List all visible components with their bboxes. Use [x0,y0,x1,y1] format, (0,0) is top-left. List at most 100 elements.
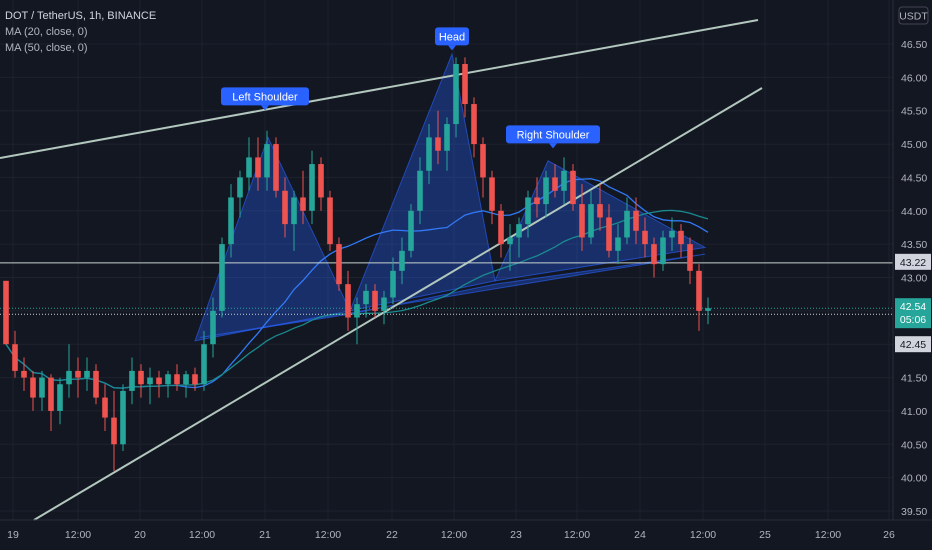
candle[interactable] [210,297,216,358]
candle[interactable] [507,224,513,271]
candle[interactable] [246,137,252,191]
candle-body [534,197,540,205]
candle[interactable] [174,364,180,391]
candle[interactable] [651,237,657,278]
candle[interactable] [372,284,378,318]
candle[interactable] [471,97,477,158]
candle[interactable] [201,330,207,391]
candle[interactable] [570,164,576,211]
candle[interactable] [696,264,702,331]
upper-trendline[interactable] [0,19,759,159]
candle[interactable] [75,357,81,398]
candle[interactable] [39,370,45,411]
candle[interactable] [237,170,243,218]
candle[interactable] [228,184,234,258]
candle-body [102,397,108,418]
candle[interactable] [318,157,324,211]
candle[interactable] [21,357,27,391]
candle[interactable] [255,137,261,191]
symbol-label[interactable]: DOT / TetherUS, 1h, BINANCE [5,10,157,22]
candle[interactable] [624,197,630,245]
annotation-label[interactable]: Left Shoulder [221,87,309,111]
candle[interactable] [138,364,144,398]
candle[interactable] [183,370,189,398]
candle[interactable] [435,110,441,165]
candle[interactable] [408,204,414,258]
candle[interactable] [552,164,558,198]
candle[interactable] [147,367,153,405]
candle[interactable] [273,137,279,198]
candle[interactable] [219,237,225,318]
candle[interactable] [165,370,171,398]
y-tick-label: 45.50 [901,106,927,118]
candle[interactable] [345,270,351,331]
candle[interactable] [588,190,594,245]
candle[interactable] [498,204,504,258]
candle[interactable] [264,130,270,191]
lower-trendline[interactable] [33,87,763,521]
candle[interactable] [381,290,387,325]
candle[interactable] [111,390,117,471]
candle[interactable] [66,344,72,398]
candle[interactable] [642,217,648,258]
candle[interactable] [327,190,333,251]
candle[interactable] [660,230,666,271]
candle[interactable] [678,224,684,258]
annotation-label[interactable]: Head [435,27,469,51]
candle[interactable] [129,357,135,405]
candle[interactable] [615,224,621,265]
candle[interactable] [561,157,567,205]
candle-body [354,304,360,318]
candle[interactable] [705,297,711,325]
candle[interactable] [291,190,297,251]
candle[interactable] [543,170,549,218]
candle[interactable] [3,280,9,345]
candle[interactable] [597,184,603,231]
candle-body [120,390,126,445]
currency-button[interactable]: USDT [898,6,929,25]
candle[interactable] [426,124,432,185]
candle[interactable] [525,190,531,238]
x-tick-label: 12:00 [441,529,467,541]
candle[interactable] [57,377,63,425]
candle[interactable] [48,374,54,431]
candle[interactable] [390,257,396,305]
candle[interactable] [399,237,405,285]
ma20-label[interactable]: MA (20, close, 0) [5,26,88,38]
candle[interactable] [516,217,522,258]
price-badge-42-45[interactable]: 42.45 [895,336,931,353]
candle[interactable] [30,370,36,411]
candle[interactable] [84,357,90,391]
candle[interactable] [453,57,459,138]
candle[interactable] [93,364,99,405]
candle[interactable] [102,384,108,431]
candle[interactable] [534,177,540,218]
candle[interactable] [363,284,369,318]
candle[interactable] [120,384,126,451]
candle[interactable] [192,367,198,391]
ma50-label[interactable]: MA (50, close, 0) [5,42,88,54]
candle-body [471,104,477,145]
candle[interactable] [336,237,342,291]
candle[interactable] [669,217,675,251]
candle[interactable] [606,204,612,258]
candle[interactable] [417,157,423,225]
annotation-label[interactable]: Right Shoulder [506,125,600,149]
candle[interactable] [462,57,468,118]
candle[interactable] [12,330,18,378]
candle[interactable] [489,170,495,225]
candle[interactable] [300,170,306,225]
candle[interactable] [480,137,486,198]
candle[interactable] [444,117,450,171]
candle[interactable] [687,237,693,285]
candle[interactable] [579,184,585,251]
candle[interactable] [282,177,288,238]
candle[interactable] [309,150,315,225]
price-badge-43-22[interactable]: 43.22 [895,253,931,270]
candle[interactable] [633,197,639,245]
candle[interactable] [354,297,360,345]
candle[interactable] [156,370,162,398]
candle-body [192,374,198,385]
